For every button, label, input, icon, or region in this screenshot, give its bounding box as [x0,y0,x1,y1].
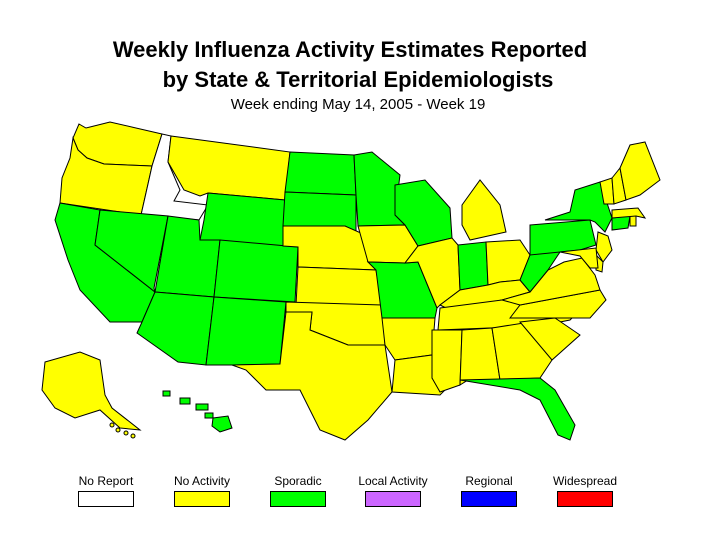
state-hawaii-island [179,397,191,405]
state-south-carolina [519,317,581,361]
legend-swatch [461,491,517,507]
state-massachusetts [611,207,647,219]
state-nevada [94,209,169,294]
state-kansas [295,266,383,306]
state-maryland [559,247,599,269]
legend-label: Local Activity [358,474,428,488]
legend-sporadic: Sporadic [253,474,343,507]
legend-swatch [174,491,230,507]
legend-local-activity: Local Activity [348,474,438,507]
state-texas [231,311,393,441]
legend-swatch [557,491,613,507]
state-florida [459,377,576,441]
legend-label: Sporadic [274,474,322,488]
legend-label: No Report [78,474,134,488]
state-north-dakota [284,151,357,196]
map-title-line-1: Weekly Influenza Activity Estimates Repo… [112,37,588,62]
state-hawaii-island [162,390,171,397]
legend-widespread: Widespread [540,474,630,507]
legend-swatch [270,491,326,507]
state-alaska-island [109,422,115,428]
state-alaska-island [130,433,136,439]
state-rhode-island [629,215,637,227]
state-montana [167,135,291,201]
state-pennsylvania [529,219,597,256]
legend-label: Regional [465,474,513,488]
state-indiana [457,241,489,291]
state-hawaii-island [204,412,214,419]
legend-no-report: No Report [61,474,151,507]
legend-swatch [365,491,421,507]
legend-regional: Regional [444,474,534,507]
state-hawaii-island [195,403,209,411]
state-maine [619,141,661,201]
map-subtitle: Week ending May 14, 2005 - Week 19 [230,96,486,113]
state-alaska-island [115,427,121,433]
state-hawaii [211,415,233,433]
state-new-mexico [205,296,287,366]
state-colorado [213,239,299,303]
state-arkansas [381,317,436,361]
state-wyoming [199,192,286,247]
legend-no-activity: No Activity [157,474,247,507]
map-title-line-2: by State & Territorial Epidemiologists [162,67,554,92]
state-michigan [461,179,507,241]
legend-label: Widespread [552,474,618,488]
state-mississippi [431,329,463,393]
state-alaska [41,351,142,431]
state-alaska-island [123,430,129,436]
legend-swatch [78,491,134,507]
legend-label: No Activity [173,474,230,488]
state-new-jersey [595,231,613,263]
